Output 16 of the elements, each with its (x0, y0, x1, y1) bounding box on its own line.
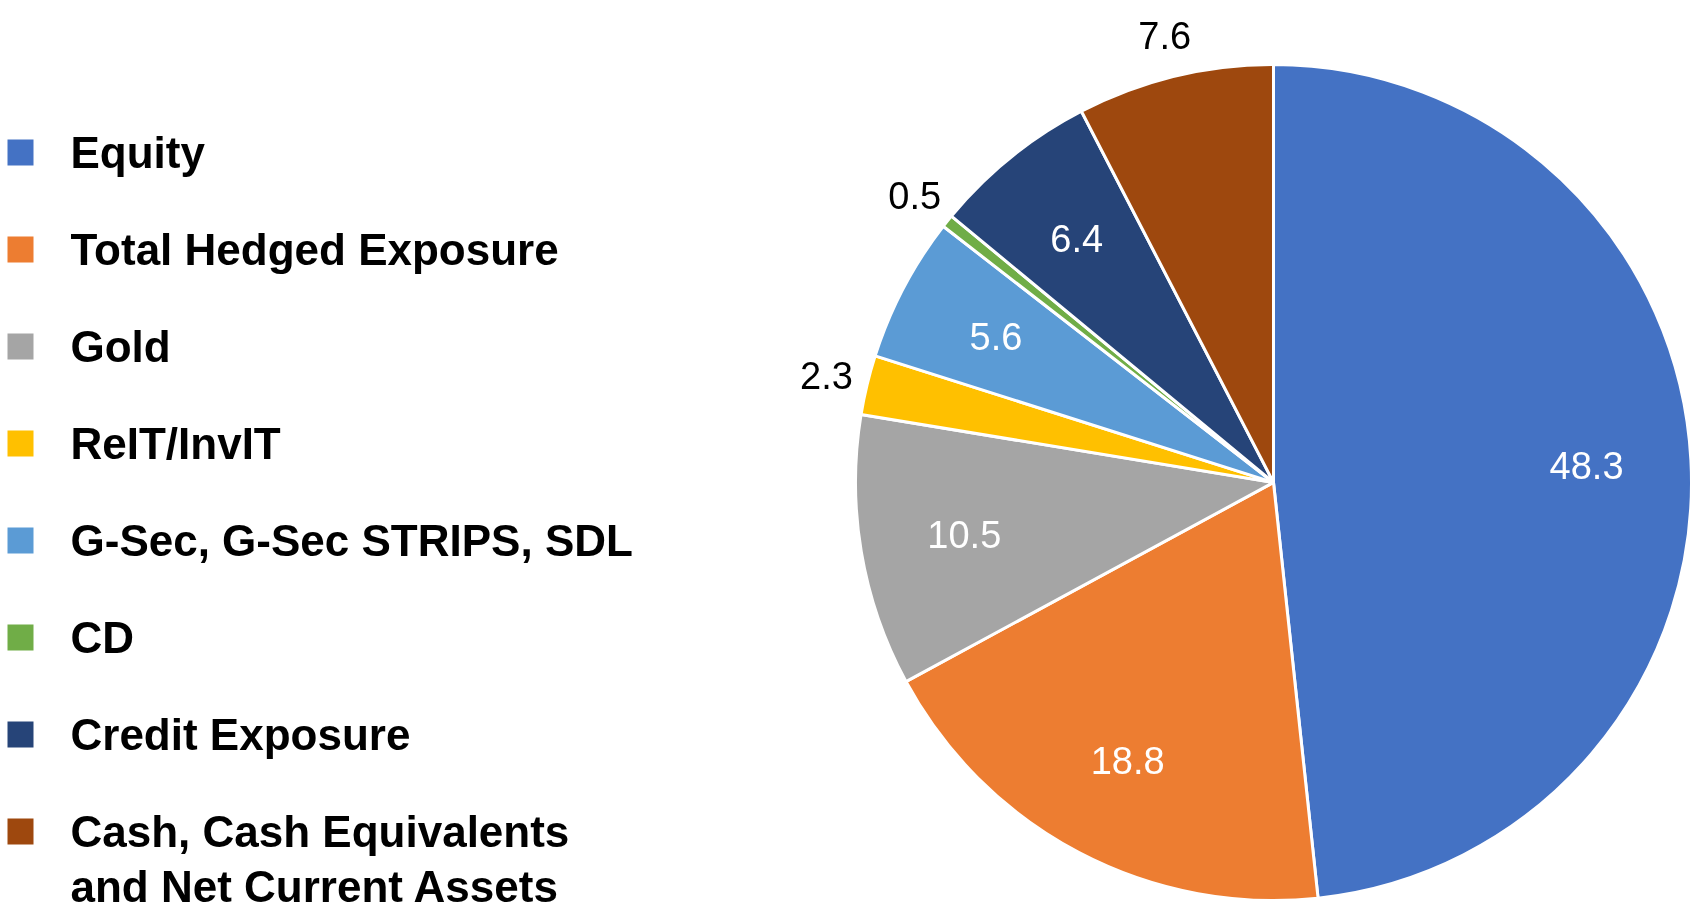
data-label: 7.6 (1138, 15, 1192, 58)
data-label: 18.8 (1090, 739, 1165, 782)
legend-label: Equity (70, 128, 206, 177)
legend-label: Credit Exposure (70, 710, 411, 759)
legend-label: Total Hedged Exposure (70, 225, 559, 274)
legend-label: CD (70, 613, 135, 662)
data-label: 6.4 (1050, 217, 1104, 260)
data-label: 2.3 (799, 354, 853, 397)
legend-label: ReIT/InvIT (70, 419, 281, 468)
legend-label: Cash, Cash Equivalents and Net Current Assets (70, 807, 570, 911)
data-label: 10.5 (927, 513, 1002, 556)
legend-label: Gold (70, 322, 171, 371)
data-label: 0.5 (888, 174, 942, 217)
data-label: 48.3 (1549, 445, 1624, 488)
legend-label: G-Sec, G-Sec STRIPS, SDL (70, 516, 633, 565)
data-label: 5.6 (969, 316, 1023, 359)
